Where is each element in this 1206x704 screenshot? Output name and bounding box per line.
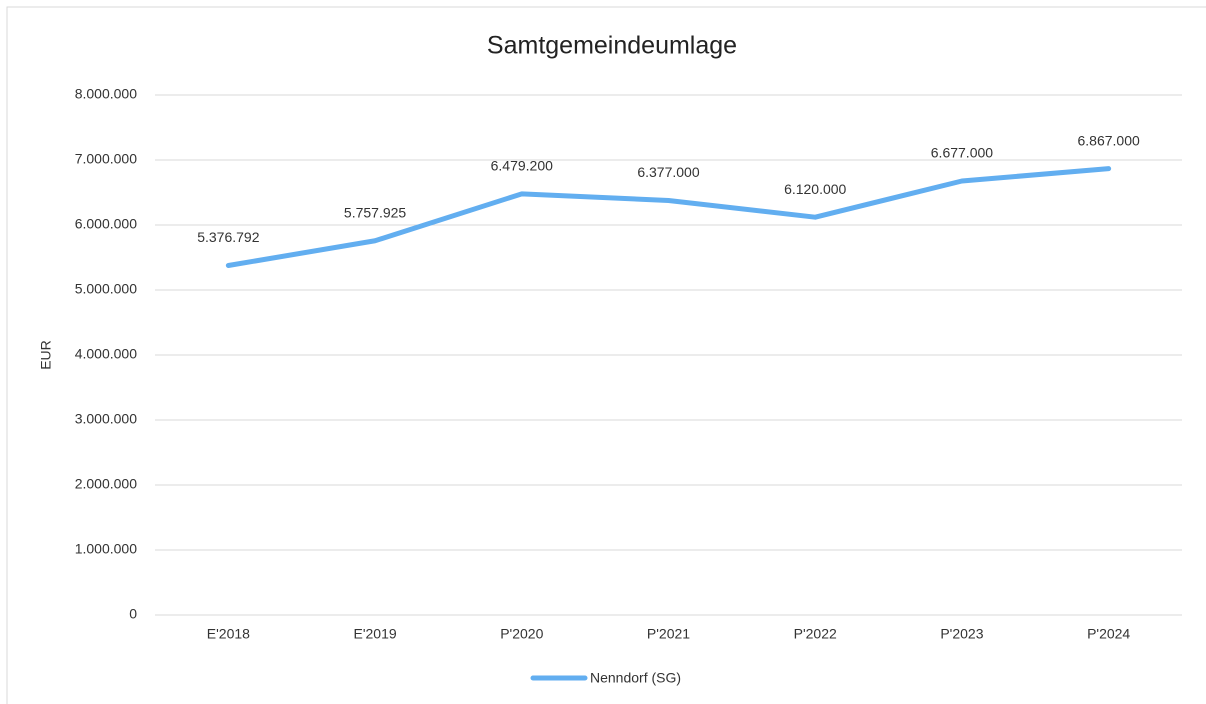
y-tick-label: 4.000.000: [75, 346, 137, 362]
y-tick-label: 8.000.000: [75, 86, 137, 102]
legend-label: Nenndorf (SG): [590, 670, 681, 686]
data-label: 5.757.925: [344, 204, 406, 220]
y-axis-label: EUR: [38, 340, 54, 370]
x-tick-label: E'2019: [353, 626, 396, 642]
x-tick-label: P'2023: [940, 626, 983, 642]
y-tick-label: 0: [129, 606, 137, 622]
x-tick-label: P'2024: [1087, 626, 1130, 642]
chart-border: [6, 6, 1206, 704]
data-label: 6.867.000: [1077, 132, 1139, 148]
data-label: 6.377.000: [637, 164, 699, 180]
x-tick-label: P'2022: [794, 626, 837, 642]
chart-title: Samtgemeindeumlage: [487, 32, 737, 60]
x-tick-label: P'2021: [647, 626, 690, 642]
y-tick-label: 7.000.000: [75, 151, 137, 167]
y-tick-label: 6.000.000: [75, 216, 137, 232]
y-tick-label: 2.000.000: [75, 476, 137, 492]
series-line: [225, 166, 1112, 269]
data-label: 6.120.000: [784, 181, 846, 197]
y-tick-label: 3.000.000: [75, 411, 137, 427]
x-tick-label: E'2018: [207, 626, 250, 642]
data-label: 6.479.200: [491, 158, 553, 174]
y-tick-label: 5.000.000: [75, 281, 137, 297]
data-label: 6.677.000: [931, 145, 993, 161]
x-tick-label: P'2020: [500, 626, 543, 642]
data-label: 5.376.792: [197, 229, 259, 245]
y-tick-label: 1.000.000: [75, 541, 137, 557]
